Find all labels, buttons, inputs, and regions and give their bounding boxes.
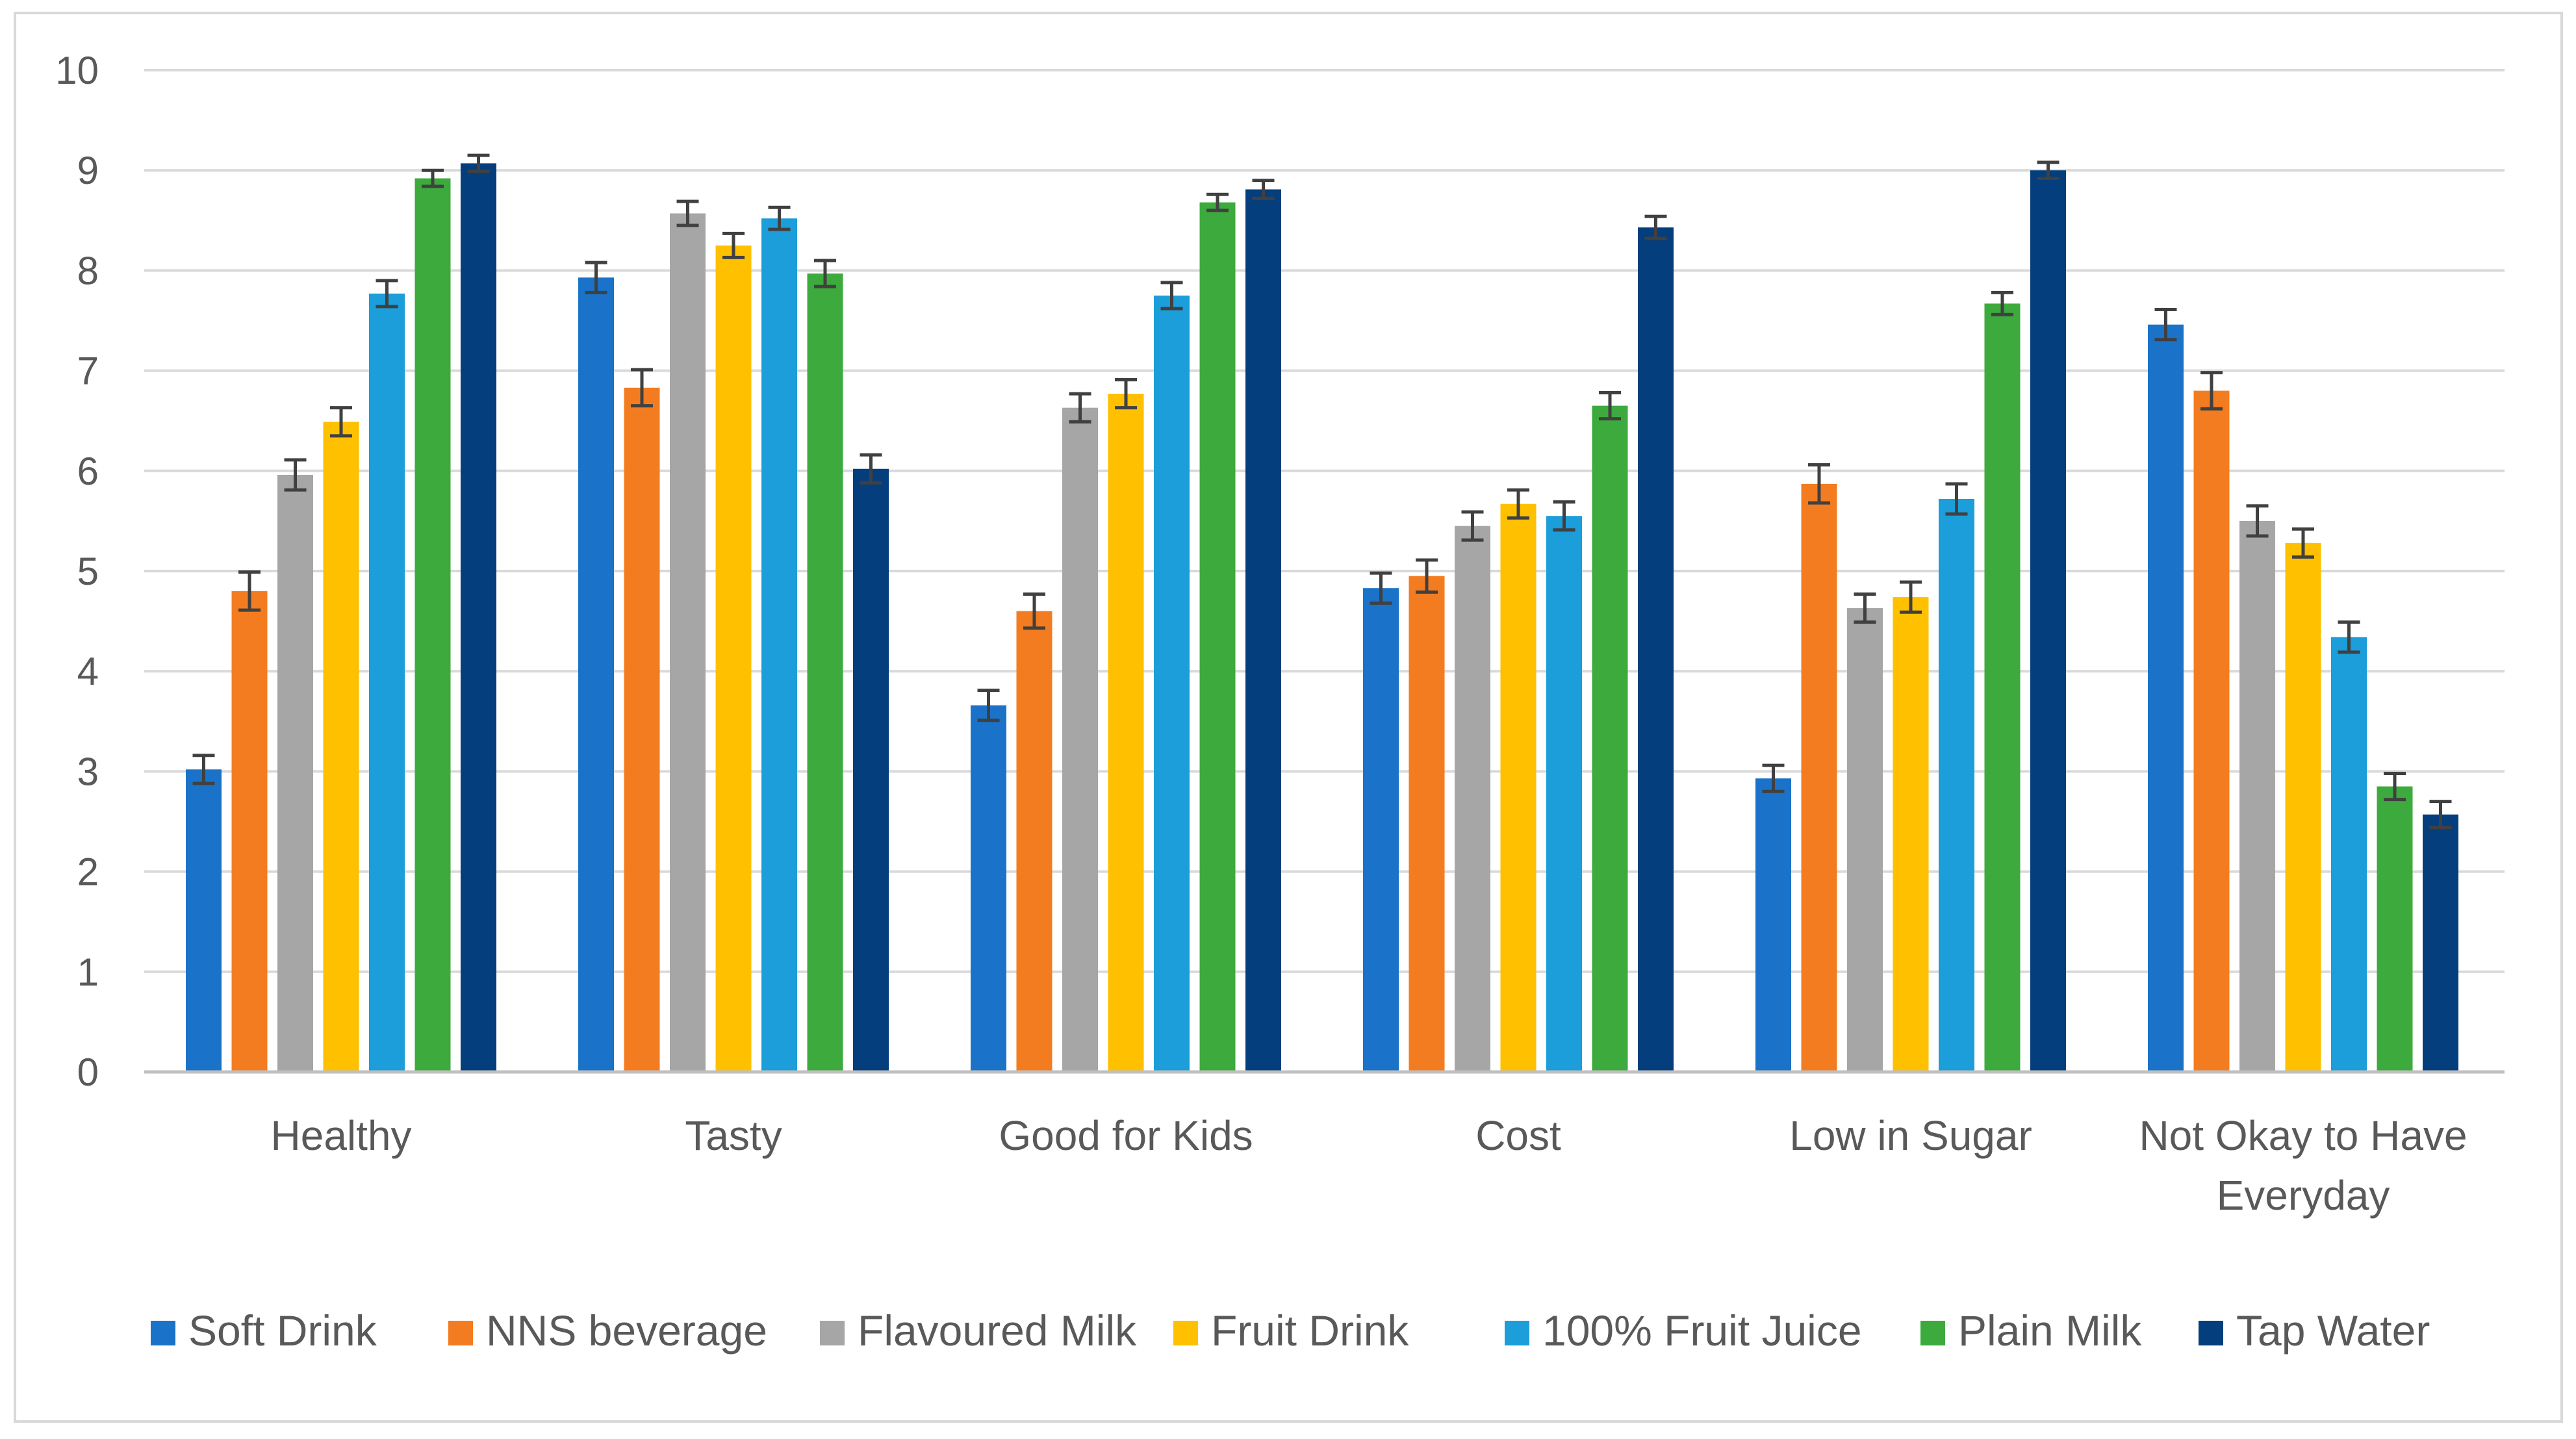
y-tick-label-3: 3 <box>77 750 99 793</box>
legend-swatch-1 <box>448 1321 473 1345</box>
legend-swatch-2 <box>820 1321 845 1345</box>
bar-0-3 <box>323 422 359 1072</box>
legend-label-0: Soft Drink <box>188 1306 377 1355</box>
legend-label-6: Tap Water <box>2236 1306 2430 1355</box>
legend-swatch-0 <box>151 1321 175 1345</box>
bar-3-4 <box>1546 516 1582 1072</box>
bar-3-1 <box>1409 576 1445 1072</box>
bar-3-0 <box>1363 588 1399 1072</box>
bar-5-3 <box>2285 542 2321 1072</box>
bar-0-6 <box>461 163 496 1072</box>
bar-3-5 <box>1592 405 1628 1072</box>
bar-1-5 <box>807 274 843 1072</box>
legend-label-5: Plain Milk <box>1958 1306 2142 1355</box>
bar-4-4 <box>1939 498 1974 1072</box>
bar-5-0 <box>2148 324 2184 1073</box>
y-tick-label-5: 5 <box>77 550 99 593</box>
bar-0-0 <box>186 769 222 1072</box>
y-tick-label-2: 2 <box>77 850 99 894</box>
x-category-label-4-0: Low in Sugar <box>1789 1112 2032 1159</box>
bar-5-2 <box>2239 520 2275 1072</box>
y-tick-label-9: 9 <box>77 149 99 192</box>
y-tick-label-6: 6 <box>77 450 99 493</box>
bar-2-4 <box>1154 295 1190 1073</box>
bar-2-1 <box>1016 611 1052 1072</box>
bar-4-5 <box>1984 303 2021 1072</box>
legend-label-1: NNS beverage <box>486 1306 767 1355</box>
bar-1-0 <box>578 277 614 1073</box>
bar-0-1 <box>231 591 268 1072</box>
x-category-label-3-0: Cost <box>1475 1112 1561 1159</box>
x-category-label-2-0: Good for Kids <box>999 1112 1253 1159</box>
legend-label-2: Flavoured Milk <box>858 1306 1137 1355</box>
y-tick-label-4: 4 <box>77 650 99 693</box>
y-tick-label-7: 7 <box>77 350 99 393</box>
bar-5-6 <box>2423 814 2458 1072</box>
bars <box>186 163 2458 1073</box>
legend-swatch-3 <box>1173 1321 1198 1345</box>
legend-swatch-5 <box>1920 1321 1945 1345</box>
y-tick-label-8: 8 <box>77 249 99 292</box>
bar-2-6 <box>1245 189 1281 1072</box>
bar-4-0 <box>1755 778 1791 1072</box>
bar-0-2 <box>277 474 313 1072</box>
bar-5-5 <box>2377 786 2413 1072</box>
bar-2-2 <box>1062 407 1098 1072</box>
axes: 0 1 2 3 4 5 6 7 8 9 10 Healthy Tasty Good for Kids Cos… <box>55 49 2505 1219</box>
bar-2-5 <box>1199 202 1236 1073</box>
bar-4-2 <box>1847 608 1883 1072</box>
gridlines <box>144 69 2505 973</box>
bar-4-6 <box>2030 170 2066 1073</box>
bar-3-3 <box>1500 503 1537 1072</box>
x-category-label-5-0: Not Okay to Have <box>2139 1112 2467 1159</box>
bar-3-6 <box>1638 227 1674 1072</box>
legend-swatch-6 <box>2199 1321 2223 1345</box>
bar-3-2 <box>1455 526 1490 1072</box>
bar-5-4 <box>2331 637 2367 1072</box>
bar-1-2 <box>670 213 706 1073</box>
legend-label-3: Fruit Drink <box>1211 1306 1409 1355</box>
bar-0-4 <box>369 293 405 1073</box>
bar-2-3 <box>1108 394 1144 1073</box>
x-category-label-1-0: Tasty <box>685 1112 782 1159</box>
bar-0-5 <box>414 178 451 1072</box>
x-category-label-5-1: Everyday <box>2217 1172 2390 1219</box>
bar-1-1 <box>624 387 660 1073</box>
bar-4-3 <box>1893 597 1929 1072</box>
bar-1-3 <box>715 245 752 1073</box>
legend-swatch-4 <box>1505 1321 1529 1345</box>
y-tick-label-10: 10 <box>55 49 99 92</box>
y-tick-label-0: 0 <box>77 1051 99 1094</box>
bar-5-1 <box>2193 390 2230 1073</box>
bar-4-1 <box>1801 483 1837 1072</box>
y-tick-label-1: 1 <box>77 950 99 994</box>
bar-1-6 <box>853 468 889 1072</box>
legend-label-4: 100% Fruit Juice <box>1542 1306 1862 1355</box>
error-bars <box>192 153 2452 830</box>
bar-1-4 <box>761 218 797 1072</box>
bar-2-0 <box>971 705 1006 1072</box>
legend: Soft Drink NNS beverage Flavoured Milk Frui… <box>151 1306 2430 1355</box>
x-category-label-0-0: Healthy <box>271 1112 412 1159</box>
